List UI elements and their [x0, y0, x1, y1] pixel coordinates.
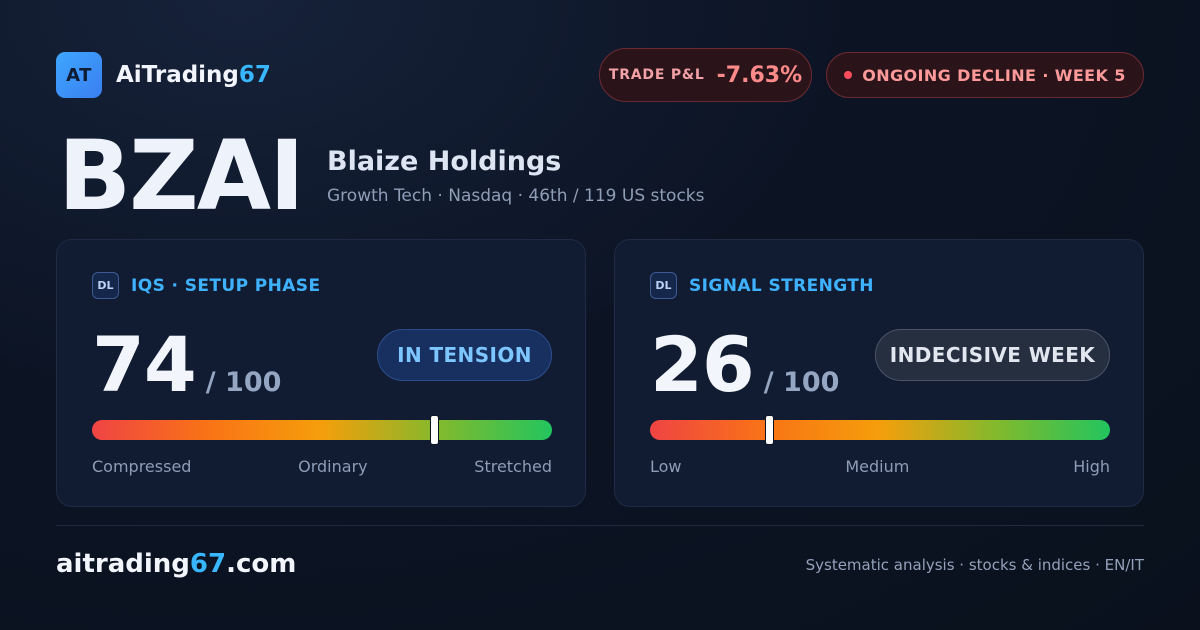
- signal-score: 26 / 100: [650, 320, 839, 410]
- site-name-main: aitrading: [56, 549, 190, 579]
- footer-tagline: Systematic analysis · stocks & indices ·…: [805, 556, 1144, 574]
- site-name-accent: 67: [189, 549, 227, 579]
- trade-pnl-badge: TRADE P&L -7.63%: [599, 48, 812, 102]
- brand-name: AiTrading67: [116, 62, 271, 88]
- signal-card: DL SIGNAL STRENGTH 26 / 100 INDECISIVE W…: [614, 239, 1144, 507]
- logo-mark-icon: AT: [56, 52, 102, 98]
- trend-status-badge: ONGOING DECLINE · WEEK 5: [826, 52, 1144, 98]
- iqs-card: DL IQS · SETUP PHASE 74 / 100 IN TENSION…: [56, 239, 586, 507]
- dl-badge-icon: DL: [650, 272, 677, 299]
- brand-logo[interactable]: AT AiTrading67: [56, 52, 271, 98]
- brand-name-accent: 67: [238, 62, 271, 88]
- red-dot-icon: [844, 71, 853, 79]
- signal-card-header: DL SIGNAL STRENGTH: [650, 272, 874, 299]
- signal-score-max: / 100: [763, 367, 840, 398]
- stock-details: Growth Tech · Nasdaq · 46th / 119 US sto…: [327, 186, 705, 206]
- iqs-score-max: / 100: [205, 367, 282, 398]
- iqs-score-value: 74: [92, 320, 197, 409]
- iqs-card-title: IQS · SETUP PHASE: [131, 275, 321, 296]
- iqs-scale-mid: Ordinary: [298, 457, 368, 476]
- iqs-scale-low: Compressed: [92, 457, 192, 476]
- company-name: Blaize Holdings: [327, 146, 562, 177]
- trade-pnl-label: TRADE P&L: [608, 67, 705, 83]
- brand-name-main: AiTrading: [116, 62, 239, 88]
- iqs-gauge-bar: [92, 415, 552, 445]
- signal-card-title: SIGNAL STRENGTH: [689, 275, 874, 296]
- signal-scale-high: High: [1073, 457, 1110, 476]
- signal-gauge-bar: [650, 415, 1110, 445]
- signal-scale-mid: Medium: [845, 457, 910, 476]
- signal-gauge-scale: Low Medium High: [650, 457, 1110, 476]
- signal-status-badge: INDECISIVE WEEK: [875, 329, 1110, 381]
- trend-status-text: ONGOING DECLINE · WEEK 5: [862, 65, 1126, 85]
- iqs-scale-high: Stretched: [474, 457, 552, 476]
- trade-pnl-value: -7.63%: [716, 62, 803, 88]
- signal-score-value: 26: [650, 320, 755, 409]
- footer-divider: [56, 525, 1144, 526]
- signal-scale-low: Low: [650, 457, 682, 476]
- signal-gauge-marker: [765, 415, 775, 445]
- iqs-card-header: DL IQS · SETUP PHASE: [92, 272, 320, 299]
- iqs-gauge-marker: [430, 415, 440, 445]
- iqs-gauge-scale: Compressed Ordinary Stretched: [92, 457, 552, 476]
- iqs-status-badge: IN TENSION: [377, 329, 552, 381]
- ticker-symbol: BZAI: [58, 120, 305, 232]
- site-link[interactable]: aitrading67.com: [56, 549, 296, 579]
- dl-badge-icon: DL: [92, 272, 119, 299]
- iqs-score: 74 / 100: [92, 320, 281, 410]
- site-tld: .com: [226, 549, 297, 579]
